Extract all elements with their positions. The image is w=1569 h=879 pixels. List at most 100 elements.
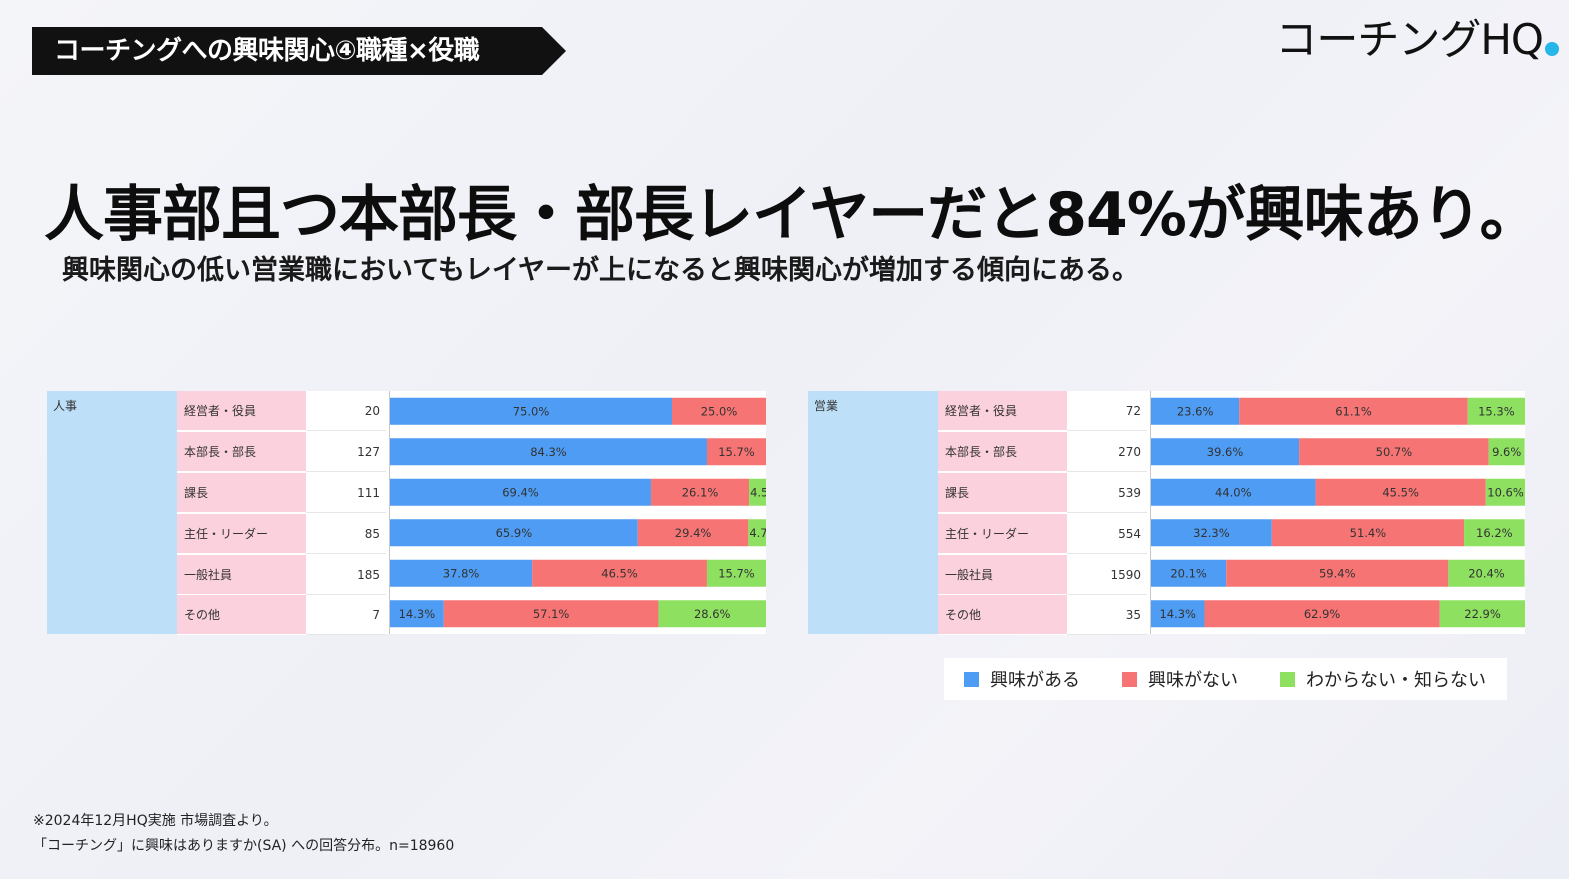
legend-label: 興味がある — [990, 670, 1080, 691]
row-count: 72 — [1067, 391, 1147, 431]
bar-segment-interested — [1151, 438, 1300, 466]
bar-segment-unknown — [1467, 397, 1525, 425]
row-count: 185 — [306, 555, 386, 595]
group-label: 営業 — [808, 391, 938, 634]
data-label: 75.0% — [513, 404, 550, 418]
stacked-bar-svg: 23.6% 61.1% 15.3% 39.6% 50.7% 9.6% 44.0% 45.5% 1… — [1151, 397, 1526, 628]
row-label: その他 — [177, 595, 306, 635]
bar-segment-interested — [1151, 397, 1240, 425]
chart-panel-sales: 営業 経営者・役員 本部長・部長 課長 主任・リーダー 一般社員 その他 72 … — [808, 391, 1526, 635]
bar-segment-not-interested — [650, 478, 750, 506]
legend-swatch — [1280, 671, 1295, 687]
legend-label: 興味がない — [1148, 670, 1238, 691]
bar-segment-interested — [1151, 559, 1227, 587]
legend-item-unknown: わからない・知らない — [1280, 666, 1486, 692]
data-label: 15.7% — [718, 445, 755, 459]
legend-label: わからない・知らない — [1306, 670, 1486, 691]
row-count: 554 — [1067, 514, 1147, 554]
data-label: 22.9% — [1464, 607, 1501, 621]
data-label: 26.1% — [682, 485, 719, 499]
bar-segment-not-interested — [443, 600, 659, 628]
data-label: 23.6% — [1177, 404, 1214, 418]
bar-segment-interested — [390, 397, 672, 425]
footnote-question: 「コーチング」に興味はありますか(SA) への回答分布。n=18960 — [33, 838, 455, 854]
row-count: 7 — [306, 595, 386, 635]
bar-segment-interested — [390, 519, 638, 547]
bar-segment-interested — [390, 478, 651, 506]
bar-segment-unknown — [1485, 478, 1526, 506]
bar-segment-not-interested — [1239, 397, 1468, 425]
bar-segment-unknown — [749, 478, 766, 506]
row-label: 本部長・部長 — [938, 432, 1067, 472]
bar-segment-interested — [390, 438, 707, 466]
bar-segment-not-interested — [706, 438, 766, 466]
row-count: 539 — [1067, 473, 1147, 513]
data-label: 29.4% — [675, 526, 712, 540]
legend-item-not-interested: 興味がない — [1122, 666, 1238, 692]
data-label: 14.3% — [1159, 607, 1196, 621]
row-count: 111 — [306, 473, 386, 513]
legend-swatch — [1122, 671, 1137, 687]
bar-segment-not-interested — [1204, 600, 1440, 628]
row-label: 課長 — [177, 473, 306, 513]
row-label: 主任・リーダー — [177, 514, 306, 554]
bar-segment-unknown — [706, 559, 766, 587]
row-count: 20 — [306, 391, 386, 431]
data-label: 46.5% — [601, 566, 638, 580]
bar-segment-not-interested — [1271, 519, 1465, 547]
chart-legend: 興味がある 興味がない わからない・知らない — [944, 658, 1507, 700]
row-label: 主任・リーダー — [938, 514, 1067, 554]
bar-segment-unknown — [1439, 600, 1526, 628]
data-label: 20.4% — [1468, 566, 1505, 580]
data-label: 51.4% — [1350, 526, 1387, 540]
row-count: 85 — [306, 514, 386, 554]
data-label: 16.2% — [1476, 526, 1513, 540]
bar-segment-unknown — [658, 600, 766, 628]
bar-segment-interested — [1151, 519, 1272, 547]
stacked-bar-svg: 75.0% 25.0% 84.3% 15.7% 69.4% 26.1% 4.5% 65.9% 2… — [390, 397, 779, 628]
row-count: 35 — [1067, 595, 1147, 635]
data-label: 37.8% — [443, 566, 480, 580]
row-label: 経営者・役員 — [938, 391, 1067, 431]
data-label: 20.1% — [1170, 566, 1207, 580]
row-count: 1590 — [1067, 555, 1147, 595]
data-label: 65.9% — [496, 526, 533, 540]
stacked-bar-plot: 23.6% 61.1% 15.3% 39.6% 50.7% 9.6% 44.0% 45.5% 1… — [1150, 391, 1526, 634]
data-label: 69.4% — [502, 485, 539, 499]
coaching-hq-logo: コーチングHQ — [1275, 8, 1559, 64]
data-label: 57.1% — [533, 607, 570, 621]
row-label: 一般社員 — [938, 555, 1067, 595]
chart-panel-hr: 人事 経営者・役員 本部長・部長 課長 主任・リーダー 一般社員 その他 20 … — [47, 391, 779, 635]
group-label: 人事 — [47, 391, 177, 634]
bar-segment-not-interested — [672, 397, 766, 425]
data-label: 45.5% — [1382, 485, 1419, 499]
data-label: 14.3% — [399, 607, 436, 621]
stacked-bar-plot: 75.0% 25.0% 84.3% 15.7% 69.4% 26.1% 4.5% 65.9% 2… — [389, 391, 779, 634]
legend-item-interested: 興味がある — [964, 666, 1080, 692]
bar-segment-not-interested — [1315, 478, 1486, 506]
bar-segment-interested — [1151, 600, 1205, 628]
logo-text: コーチングHQ — [1275, 14, 1544, 64]
row-label: 一般社員 — [177, 555, 306, 595]
logo-dot-icon — [1545, 42, 1559, 56]
row-label: 経営者・役員 — [177, 391, 306, 431]
bar-segment-unknown — [1464, 519, 1525, 547]
data-label: 39.6% — [1207, 445, 1244, 459]
bar-segment-unknown — [748, 519, 766, 547]
data-label: 59.4% — [1319, 566, 1356, 580]
data-label: 62.9% — [1304, 607, 1341, 621]
data-label: 10.6% — [1487, 485, 1524, 499]
bar-segment-not-interested — [1226, 559, 1449, 587]
data-label: 28.6% — [694, 607, 731, 621]
row-count: 127 — [306, 432, 386, 472]
bar-segment-not-interested — [1299, 438, 1489, 466]
data-label: 44.0% — [1215, 485, 1252, 499]
bar-segment-not-interested — [637, 519, 749, 547]
bar-segment-interested — [390, 559, 533, 587]
bar-segment-interested — [1151, 478, 1316, 506]
data-label: 25.0% — [701, 404, 738, 418]
bar-segment-unknown — [1448, 559, 1525, 587]
headline: 人事部且つ本部長・部長レイヤーだと84%が興味あり。 — [44, 180, 1540, 250]
data-label: 32.3% — [1193, 526, 1230, 540]
data-label: 50.7% — [1376, 445, 1413, 459]
